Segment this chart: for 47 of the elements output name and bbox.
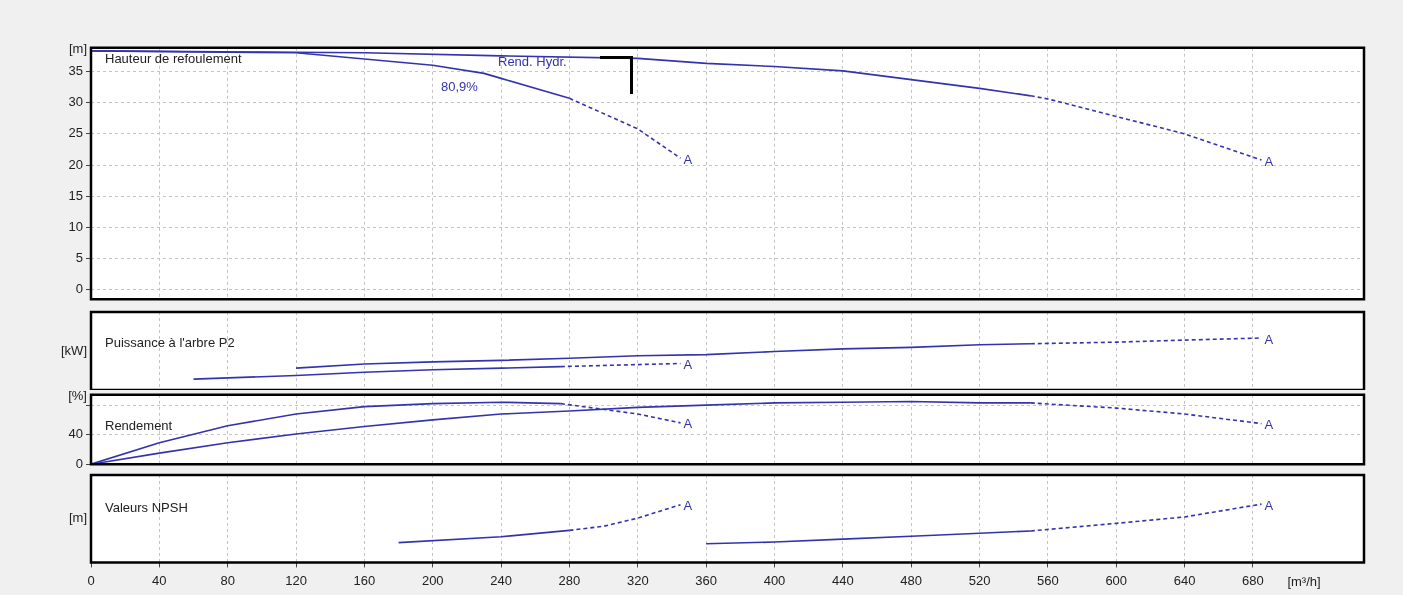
annotation: A [683, 498, 693, 514]
y-tick-label: 10 [68, 219, 83, 235]
y-axis-title: [%] [68, 388, 87, 404]
y-tick-label: 35 [68, 63, 83, 79]
annotation: Rend. Hydr. [498, 53, 567, 69]
chart-title: Hauteur de refoulement [105, 51, 242, 67]
annotation: A [1264, 331, 1274, 347]
x-tick-label: 680 [1242, 572, 1264, 588]
x-tick-label: 240 [490, 572, 512, 588]
text: Rendement [105, 418, 173, 434]
annotation: A [683, 151, 693, 167]
y-tick-label: 40 [68, 426, 83, 442]
y-tick-label: 0 [75, 281, 83, 297]
y-tick-label: 25 [68, 125, 83, 141]
y-tick-label: 20 [68, 156, 83, 172]
x-tick-label: 40 [152, 572, 167, 588]
annotation: A [1264, 153, 1274, 169]
y-tick-label: 30 [68, 94, 83, 110]
x-tick-label: 120 [285, 572, 307, 588]
chart-title: Puissance à l'arbre P2 [105, 334, 235, 350]
chart-title: Valeurs NPSH [105, 499, 188, 515]
x-tick-label: 320 [626, 572, 649, 588]
x-tick-label: 80 [220, 572, 235, 588]
annotation: A [683, 357, 693, 373]
x-tick-label: 560 [1037, 572, 1059, 588]
x-tick-label: 600 [1105, 572, 1128, 588]
y-tick-label: 0 [75, 455, 83, 471]
y-tick-label: 15 [68, 187, 83, 203]
x-tick-label: 520 [968, 572, 991, 588]
x-tick-label: 640 [1173, 572, 1196, 588]
x-tick-label: 280 [558, 572, 581, 588]
y-tick-label: 5 [75, 250, 83, 266]
x-tick-label: 200 [421, 572, 444, 588]
y-axis-title: [kW] [61, 342, 87, 358]
x-tick-label: 480 [900, 572, 923, 588]
annotation: A [1264, 497, 1274, 513]
y-axis-title: [m] [68, 510, 87, 526]
x-tick-label: 160 [353, 572, 376, 588]
x-tick-label: 0 [87, 572, 95, 588]
x-axis-title: [m³/h] [1287, 573, 1321, 589]
annotation: 80,9% [441, 78, 479, 94]
annotation: A [1264, 417, 1274, 433]
y-axis-title: [m] [68, 41, 87, 57]
x-tick-label: 360 [695, 572, 717, 588]
x-tick-label: 440 [831, 572, 854, 588]
x-tick-label: 400 [763, 572, 786, 588]
annotation: A [683, 416, 693, 432]
